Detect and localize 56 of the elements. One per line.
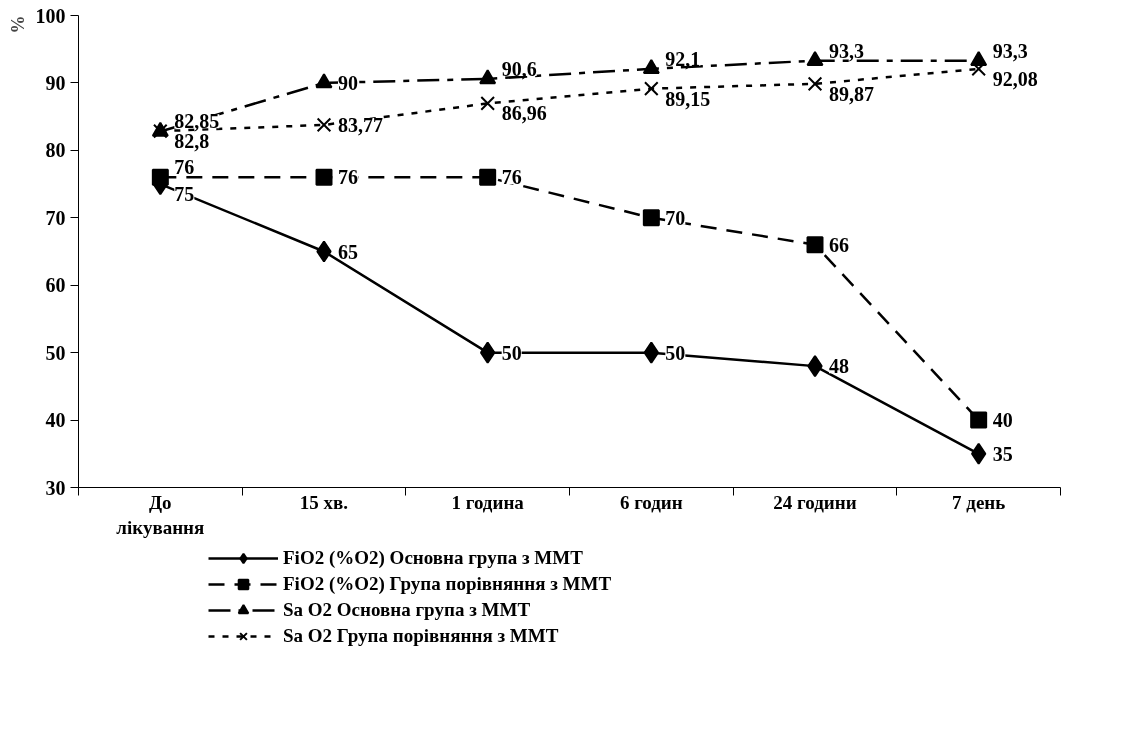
point bbox=[315, 73, 333, 89]
x-tick-label: 24 години bbox=[773, 491, 857, 513]
y-tick-label: 30 bbox=[45, 476, 66, 499]
point bbox=[642, 59, 660, 75]
point bbox=[316, 117, 332, 133]
y-tick-label: 90 bbox=[45, 71, 66, 94]
point bbox=[807, 76, 823, 92]
point bbox=[315, 168, 333, 186]
x-tick-label: 15 хв. bbox=[299, 491, 349, 513]
y-tick-label: 70 bbox=[45, 206, 66, 229]
legend-label: Sa O2 Основна група з ММТ bbox=[283, 598, 531, 622]
data-label: 89,15 bbox=[665, 87, 711, 110]
data-label: 92,08 bbox=[992, 67, 1038, 90]
point bbox=[480, 96, 496, 111]
data-label: 50 bbox=[665, 341, 686, 364]
data-label: 83,77 bbox=[338, 113, 383, 136]
y-tick-label: 60 bbox=[45, 274, 66, 297]
data-label: 75 bbox=[174, 183, 195, 206]
data-label: 48 bbox=[829, 355, 849, 378]
data-label: 65 bbox=[338, 240, 358, 263]
data-label: 92,1 bbox=[665, 47, 701, 70]
y-tick-label: 100 bbox=[35, 4, 66, 27]
y-tick-label: 40 bbox=[45, 409, 66, 432]
point bbox=[642, 209, 660, 227]
data-label: 93,3 bbox=[992, 39, 1028, 62]
y-axis-title: % bbox=[7, 15, 28, 34]
data-label: 90,6 bbox=[501, 57, 537, 80]
x-tick-label: 7 день bbox=[952, 491, 1006, 513]
data-label: 76 bbox=[338, 166, 358, 189]
point bbox=[479, 168, 497, 186]
data-label: 35 bbox=[992, 442, 1013, 465]
point bbox=[806, 236, 824, 254]
data-label: 76 bbox=[174, 156, 195, 179]
x-tick-label: 6 годин bbox=[619, 491, 683, 513]
y-tick-label: 80 bbox=[45, 139, 66, 162]
legend-label: FiO2 (%O2) Основна група з ММТ bbox=[283, 546, 583, 570]
point bbox=[970, 411, 988, 429]
x-tick-label: До лікування bbox=[116, 491, 205, 538]
point bbox=[806, 51, 824, 67]
data-label: 90 bbox=[338, 71, 358, 94]
y-tick-label: 50 bbox=[45, 341, 66, 364]
data-label: 93,3 bbox=[829, 39, 864, 62]
legend-label: Sa O2 Група порівняння з ММТ bbox=[283, 624, 559, 648]
point bbox=[151, 168, 169, 186]
data-label: 86,96 bbox=[501, 102, 547, 125]
x-tick-label: 1 година bbox=[451, 491, 525, 513]
data-label: 82,85 bbox=[174, 110, 220, 133]
point bbox=[643, 81, 659, 97]
data-label: 40 bbox=[992, 409, 1013, 432]
data-label: 76 bbox=[501, 166, 522, 189]
data-label: 50 bbox=[501, 341, 522, 364]
data-label: 89,87 bbox=[829, 82, 874, 105]
data-label: 70 bbox=[665, 206, 686, 229]
legend-label: FiO2 (%O2) Група порівняння з ММТ bbox=[283, 572, 612, 596]
data-label: 66 bbox=[829, 233, 849, 256]
point bbox=[479, 69, 497, 85]
